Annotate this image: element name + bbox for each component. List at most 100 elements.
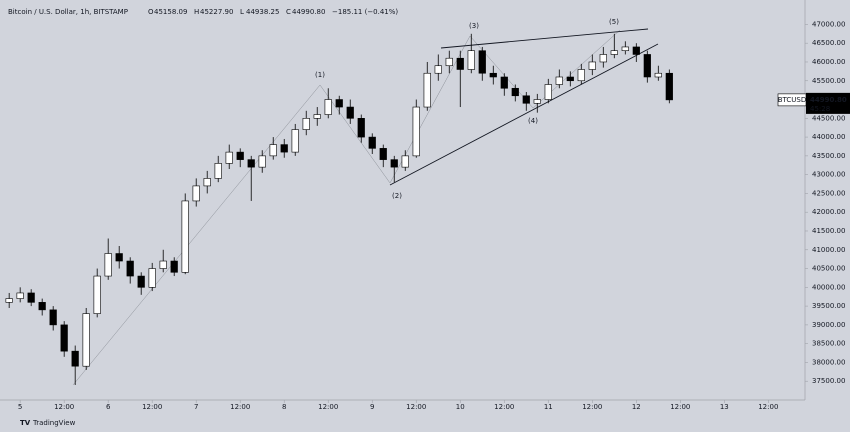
candle-body (159, 260, 167, 269)
candle-body (225, 151, 233, 164)
candle-body (555, 76, 563, 85)
candle-body (599, 54, 607, 63)
candle-body (170, 260, 178, 273)
candle-body (522, 95, 530, 104)
y-tick-label: 40000.00 (812, 283, 845, 291)
ohlc-value: 44938.25 (246, 8, 279, 16)
candle-body (379, 148, 387, 160)
candle-body (346, 106, 354, 119)
x-tick-label: 12:00 (406, 403, 426, 411)
candle-body (423, 72, 431, 108)
ohlc-value: 44990.80 (292, 8, 325, 16)
candle-body (324, 99, 332, 115)
y-tick-label: 44000.00 (812, 133, 845, 141)
candle-body (489, 72, 497, 78)
candle-body (214, 163, 222, 179)
ohlc-label: H (194, 8, 199, 16)
x-tick-label: 10 (456, 403, 465, 411)
x-tick-label: 7 (194, 403, 198, 411)
candle-body (115, 253, 123, 262)
ohlc-label: O (148, 8, 154, 16)
wave-label: (4) (528, 117, 538, 125)
candle-body (665, 72, 673, 101)
wave-label: (2) (392, 192, 402, 200)
candle-body (621, 46, 629, 52)
candle-body (588, 61, 596, 70)
candle-body (82, 313, 90, 367)
candle-body (643, 54, 651, 78)
ohlc-label: C (286, 8, 291, 16)
ohlc-value: 45158.09 (154, 8, 187, 16)
x-tick-label: 8 (282, 403, 286, 411)
candle-body (412, 106, 420, 157)
candle-body (368, 136, 376, 149)
candle-body (27, 292, 35, 303)
candle-body (632, 46, 640, 55)
candle-body (291, 129, 299, 153)
x-tick-label: 12:00 (142, 403, 162, 411)
wave-label: (3) (469, 22, 479, 30)
x-tick-label: 12:00 (582, 403, 602, 411)
y-tick-label: 41500.00 (812, 227, 845, 235)
x-tick-label: 13 (720, 403, 729, 411)
candle-body (467, 50, 475, 70)
price-tag-symbol: BTCUSD (778, 96, 807, 104)
y-tick-label: 39500.00 (812, 302, 845, 310)
candle-body (60, 324, 68, 352)
candle-body (357, 118, 365, 138)
candle-body (313, 114, 321, 119)
candle-body (302, 118, 310, 130)
y-tick-label: 41000.00 (812, 246, 845, 254)
y-tick-label: 43500.00 (812, 152, 845, 160)
candle-body (269, 144, 277, 157)
candle-body (203, 178, 211, 187)
x-tick-label: 12:00 (758, 403, 778, 411)
ohlc-value: 45227.90 (200, 8, 233, 16)
trend-line (440, 28, 649, 49)
x-tick-label: 12:00 (318, 403, 338, 411)
price-tag-box (806, 92, 850, 114)
x-tick-label: 12:00 (494, 403, 514, 411)
candle-body (148, 268, 156, 288)
candle-body (93, 275, 101, 314)
wave-label: (5) (609, 18, 619, 26)
candle-body (445, 57, 453, 67)
price-tag-countdown: 45:28 (810, 105, 830, 113)
candle-body (390, 159, 398, 168)
x-tick-label: 12:00 (670, 403, 690, 411)
candle-body (181, 200, 189, 273)
x-tick-label: 6 (106, 403, 111, 411)
y-tick-label: 45500.00 (812, 77, 845, 85)
y-tick-label: 46000.00 (812, 58, 845, 66)
candle-body (38, 302, 46, 311)
candle-body (335, 99, 343, 108)
candle-body (533, 99, 541, 104)
x-tick-label: 12:00 (230, 403, 250, 411)
candle-body (247, 159, 255, 168)
candle-body (71, 350, 79, 367)
trend-line (389, 43, 659, 186)
header: Bitcoin / U.S. Dollar, 1h, BITSTAMP (8, 8, 128, 16)
x-tick-label: 11 (544, 403, 553, 411)
x-tick-label: 5 (18, 403, 22, 411)
candle-body (511, 87, 519, 97)
y-tick-label: 44500.00 (812, 114, 845, 122)
candle-body (401, 155, 409, 168)
candle-body (577, 69, 585, 82)
candle-body (566, 76, 574, 82)
candle-body (478, 50, 486, 74)
price-tag-price: 44990.80 (810, 96, 847, 104)
candle-body (236, 151, 244, 160)
candle-body (610, 50, 618, 55)
y-tick-label: 42000.00 (812, 208, 845, 216)
candle-body (456, 57, 464, 70)
y-tick-label: 38500.00 (812, 340, 845, 348)
header-title: Bitcoin / U.S. Dollar, 1h, BITSTAMP (8, 8, 128, 16)
x-tick-label: 12:00 (54, 403, 74, 411)
y-tick-label: 42500.00 (812, 189, 845, 197)
candle-body (5, 298, 13, 303)
ohlc-change: −185.11 (−0.41%) (332, 8, 398, 16)
wave-label: (1) (315, 71, 325, 79)
